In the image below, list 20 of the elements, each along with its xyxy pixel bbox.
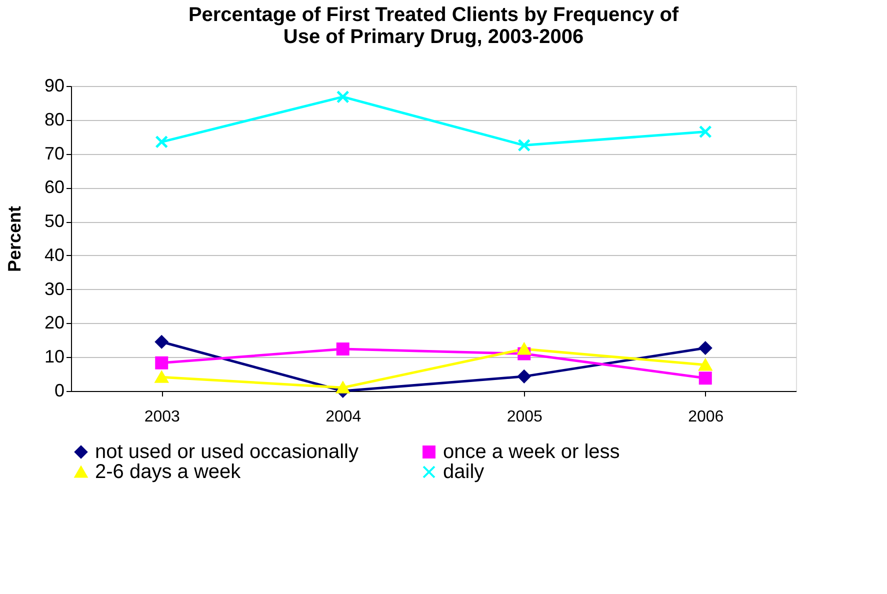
y-tick-label: 20 (44, 312, 64, 333)
x-tick-label: 2004 (326, 408, 362, 426)
legend-label: once a week or less (443, 441, 620, 463)
y-tick-label: 40 (44, 244, 64, 265)
y-tick-label: 80 (44, 109, 64, 130)
y-tick-label: 0 (54, 380, 64, 400)
legend-label: not used or used occasionally (95, 441, 358, 463)
y-tick-label: 50 (44, 211, 64, 232)
y-tick-label: 60 (44, 177, 64, 198)
x-tick-label: 2005 (506, 408, 543, 426)
x-tick-label: 2006 (688, 408, 724, 426)
y-tick-label: 30 (44, 278, 64, 299)
y-tick-label: 10 (44, 346, 64, 367)
y-axis-title: Percent (4, 206, 24, 272)
legend-label: daily (443, 461, 484, 483)
chart-title: Percentage of First Treated Clients by Frequency of Use of Primary Drug, 2003-2006 (188, 4, 679, 48)
y-tick-label: 70 (44, 143, 64, 164)
legend-label: 2-6 days a week (95, 461, 242, 483)
x-tick-label: 2003 (144, 408, 180, 426)
y-tick-label: 90 (44, 76, 64, 96)
